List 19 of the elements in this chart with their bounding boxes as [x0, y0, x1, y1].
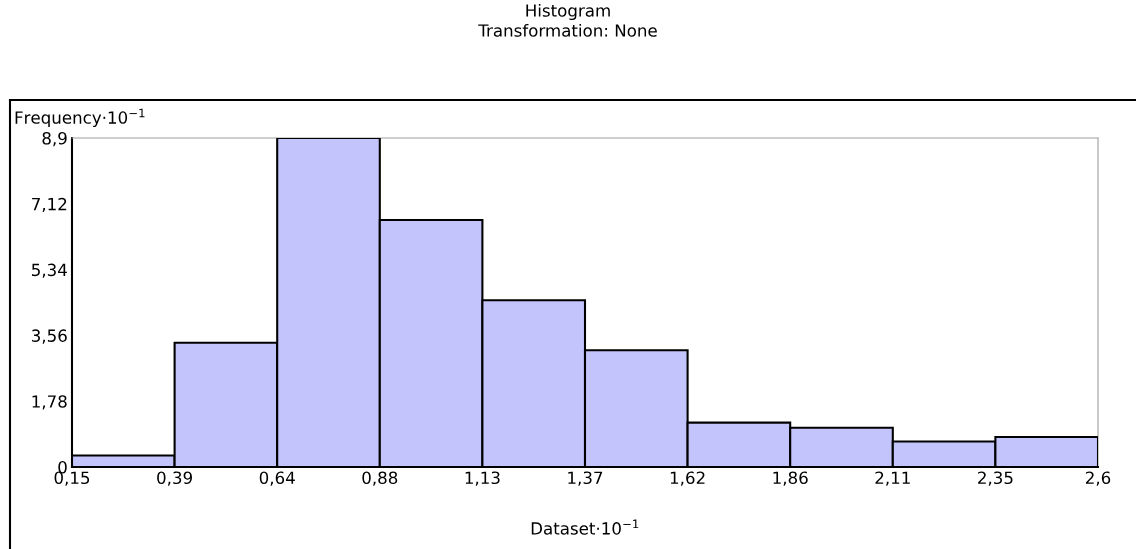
x-tick-label: 2,11	[875, 471, 910, 486]
x-tick-label: 1,86	[773, 471, 808, 486]
x-tick-label: 2,35	[978, 471, 1013, 486]
x-axis-title: Dataset·10$^{−1}$	[531, 519, 639, 535]
x-tick-label: 0,88	[362, 471, 398, 486]
x-tick-label: 1,13	[465, 471, 500, 486]
x-tick-label: 2,6	[1085, 471, 1111, 486]
x-tick-label: 1,62	[670, 471, 705, 486]
y-tick-label: 3,56	[31, 329, 67, 344]
x-tick-label: 0,64	[259, 471, 295, 486]
x-tick-label: 1,37	[568, 471, 603, 486]
y-tick-label: 8,9	[42, 131, 67, 147]
y-axis-title: Frequency·10$^{−1}$	[15, 108, 145, 128]
chart-subtitle: Transformation: None	[478, 23, 657, 37]
y-tick-label: 5,34	[32, 263, 67, 278]
y-tick-label: 1,78	[32, 395, 67, 410]
y-tick-label: 7,12	[32, 197, 67, 213]
x-tick-label: 0,39	[157, 471, 192, 486]
chart-title: Histogram	[526, 3, 610, 21]
